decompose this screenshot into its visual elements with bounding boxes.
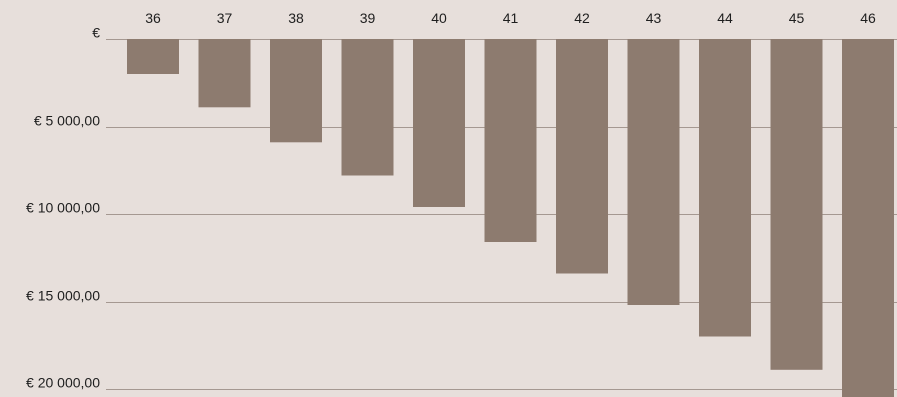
bar-46 <box>842 39 894 397</box>
y-tick-label: € 15 000,00 <box>26 288 100 304</box>
bar-43 <box>627 39 680 305</box>
y-tick-label: € 5 000,00 <box>34 113 100 129</box>
x-tick-label: 43 <box>646 10 662 26</box>
bar-44 <box>699 39 751 337</box>
x-tick-label: 46 <box>860 10 876 26</box>
x-tick-label: 38 <box>288 10 304 26</box>
bar-41 <box>484 39 537 242</box>
x-tick-label: 39 <box>360 10 376 26</box>
bars <box>127 39 894 397</box>
bar-38 <box>270 39 322 143</box>
y-tick-label: € 10 000,00 <box>26 200 100 216</box>
x-tick-label: 41 <box>503 10 519 26</box>
bar-45 <box>770 39 823 370</box>
x-axis-tick-labels: 36 37 38 39 40 41 42 43 44 45 46 <box>145 10 876 26</box>
x-tick-label: 45 <box>789 10 805 26</box>
bar-39 <box>341 39 394 176</box>
y-axis-tick-labels: € € 5 000,00 € 10 000,00 € 15 000,00 € 20 00… <box>26 25 100 391</box>
x-tick-label: 40 <box>431 10 447 26</box>
bar-40 <box>413 39 465 207</box>
x-tick-label: 42 <box>574 10 590 26</box>
bar-36 <box>127 39 179 74</box>
x-tick-label: 36 <box>145 10 161 26</box>
bar-37 <box>198 39 251 108</box>
x-tick-label: 37 <box>217 10 233 26</box>
bar-42 <box>556 39 608 274</box>
y-tick-label: € <box>92 25 100 41</box>
y-tick-label: € 20 000,00 <box>26 375 100 391</box>
x-tick-label: 44 <box>717 10 733 26</box>
